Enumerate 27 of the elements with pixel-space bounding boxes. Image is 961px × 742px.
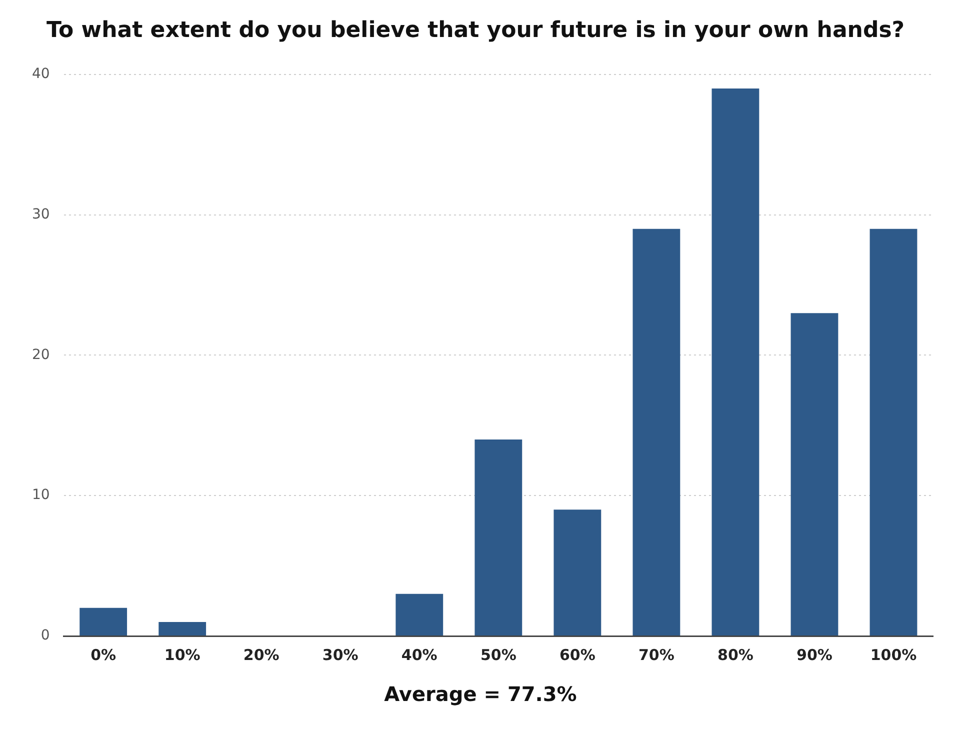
bar	[158, 622, 206, 636]
y-tick-label: 40	[32, 66, 50, 82]
y-tick-label: 10	[32, 487, 50, 504]
y-tick-label: 30	[32, 206, 50, 222]
bar	[554, 510, 602, 636]
y-tick-label: 0	[40, 628, 50, 644]
bar	[80, 608, 128, 636]
bar	[396, 594, 444, 636]
bar	[474, 439, 522, 636]
x-tick-label: 100%	[870, 646, 917, 664]
x-tick-label: 70%	[638, 646, 674, 664]
x-tick-label: 40%	[401, 646, 438, 664]
y-tick-label: 20	[32, 346, 50, 363]
chart-title: To what extent do you believe that your future is in your own hands?	[46, 18, 905, 43]
bar	[712, 88, 760, 636]
x-tick-label: 50%	[480, 646, 516, 664]
text: Average = 77.3%	[383, 682, 578, 706]
bar	[790, 313, 838, 636]
x-tick-label: 10%	[164, 646, 200, 664]
x-tick-label: 80%	[718, 646, 754, 664]
x-tick-label: 20%	[243, 646, 280, 664]
x-tick-label: 90%	[796, 646, 832, 664]
x-tick-label: 0%	[90, 646, 116, 664]
bar	[870, 228, 918, 636]
x-tick-label: 30%	[322, 646, 358, 664]
bar	[632, 228, 680, 636]
x-tick-label: 60%	[559, 646, 596, 664]
